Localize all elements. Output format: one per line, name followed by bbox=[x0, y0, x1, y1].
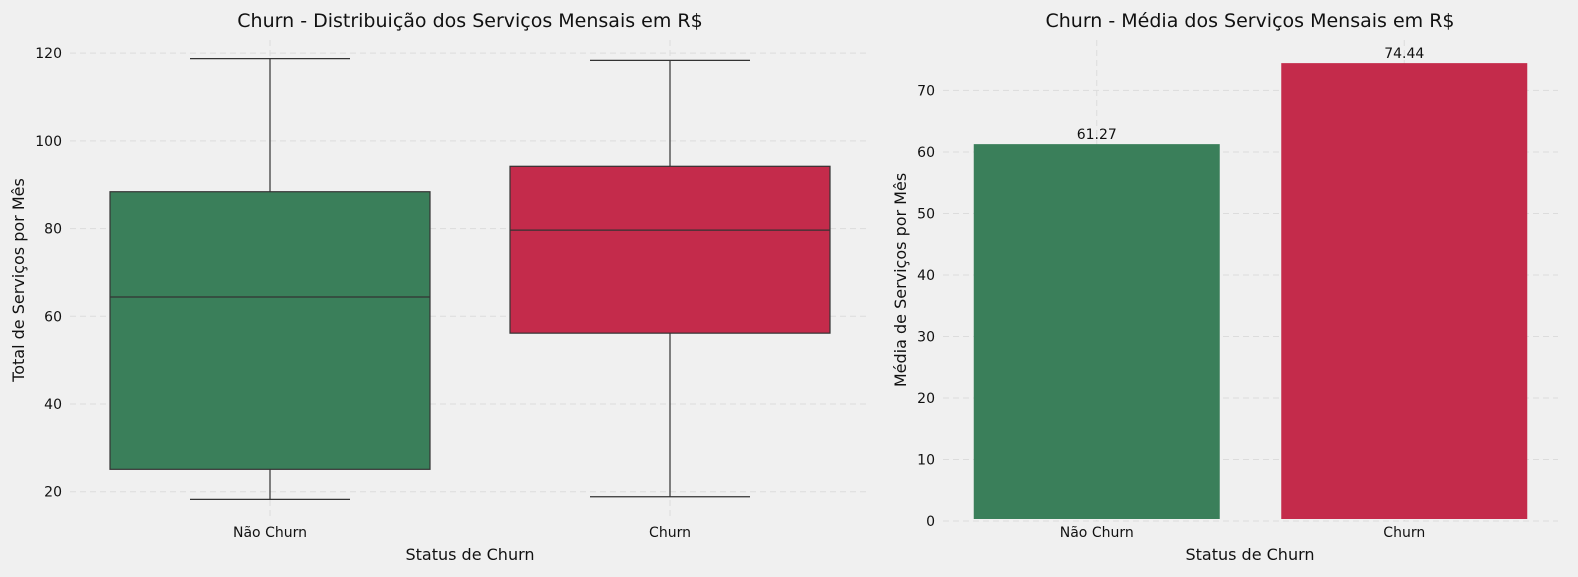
box-plot-x-tick-label-nao-churn: Não Churn bbox=[233, 525, 307, 541]
bar-chart-y-tick-label: 70 bbox=[917, 83, 935, 99]
box-plot-box-churn bbox=[509, 165, 831, 334]
box-plot-y-tick-label: 20 bbox=[44, 485, 62, 501]
bar-chart-y-tick-label: 50 bbox=[917, 206, 935, 222]
bar-chart-x-ticks: Não Churn Churn bbox=[1060, 525, 1425, 541]
box-plot-y-tick-label: 60 bbox=[44, 309, 62, 325]
bar-data-label-churn: 74.44 bbox=[1384, 46, 1424, 62]
bar-chart-y-tick-label: 30 bbox=[917, 329, 935, 345]
box-plot-y-tick-label: 40 bbox=[44, 397, 62, 413]
box-plot-x-tick-label-churn: Churn bbox=[649, 525, 691, 541]
bar-chart-x-axis-label: Status de Churn bbox=[1185, 545, 1314, 564]
box-plot-y-axis-label: Total de Serviços por Mês bbox=[9, 178, 28, 383]
bar-data-label-nao-churn: 61.27 bbox=[1077, 127, 1117, 143]
bar-chart-x-tick-label-nao-churn: Não Churn bbox=[1060, 525, 1134, 541]
box-plot-x-ticks: Não Churn Churn bbox=[233, 525, 691, 541]
bar-chart-y-ticks: 0 10 20 30 40 50 60 70 bbox=[917, 83, 935, 530]
box-plot-y-tick-label: 80 bbox=[44, 222, 62, 238]
bar-chart: 61.27 74.44 0 10 20 30 40 50 60 70 Não Churn Chur… bbox=[891, 10, 1558, 564]
box-plot-marks bbox=[109, 58, 831, 500]
bar-chart-y-axis-label: Média de Serviços por Mês bbox=[891, 173, 910, 387]
box-plot-x-axis-label: Status de Churn bbox=[405, 545, 534, 564]
bar-chart-y-tick-label: 10 bbox=[917, 452, 935, 468]
box-plot-chart: 20 40 60 80 100 120 Não Churn Churn Churn - Di… bbox=[9, 10, 870, 564]
bar-nao-churn bbox=[973, 144, 1220, 520]
bar-chart-y-tick-label: 20 bbox=[917, 391, 935, 407]
bar-chart-y-tick-label: 40 bbox=[917, 268, 935, 284]
box-plot-y-tick-label: 120 bbox=[35, 46, 62, 62]
bar-chart-y-tick-label: 60 bbox=[917, 145, 935, 161]
box-plot-box-nao-churn bbox=[109, 191, 431, 470]
bar-chart-title: Churn - Média dos Serviços Mensais em R$ bbox=[1045, 10, 1454, 32]
bar-chart-x-tick-label-churn: Churn bbox=[1383, 525, 1425, 541]
box-plot-y-tick-label: 100 bbox=[35, 134, 62, 150]
box-plot-y-ticks: 20 40 60 80 100 120 bbox=[35, 46, 62, 501]
bar-chart-y-tick-label: 0 bbox=[926, 514, 935, 530]
box-plot-title: Churn - Distribuição dos Serviços Mensai… bbox=[237, 10, 702, 32]
bar-churn bbox=[1281, 63, 1528, 519]
bar-chart-marks: 61.27 74.44 bbox=[973, 46, 1528, 520]
